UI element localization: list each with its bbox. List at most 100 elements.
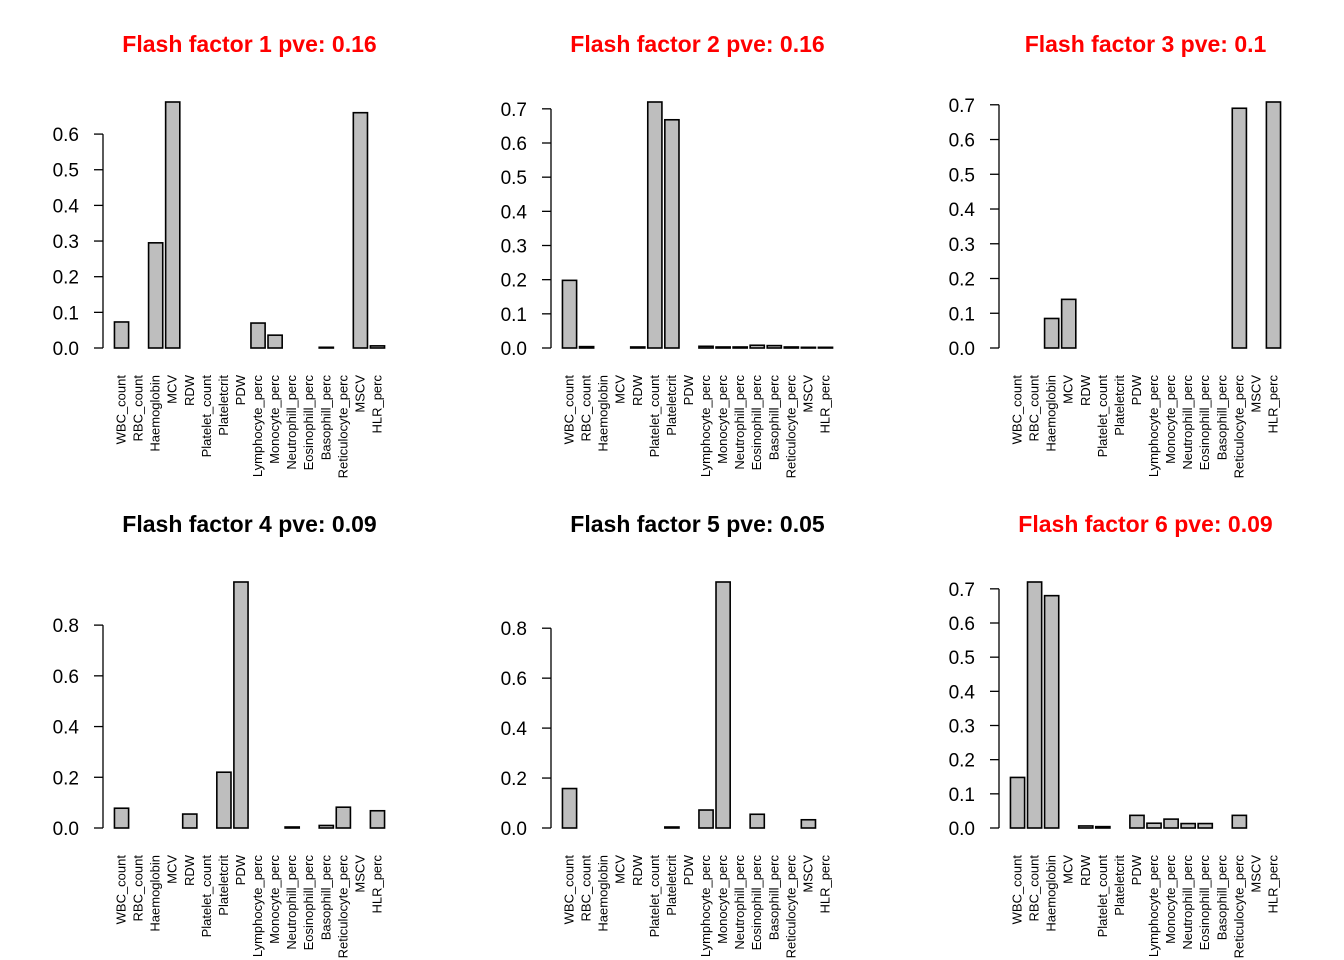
y-tick-label: 0.7 — [501, 100, 527, 121]
x-category-label: Neutrophill_perc — [284, 375, 299, 470]
y-tick-label: 0.6 — [949, 614, 975, 635]
bar — [1146, 822, 1162, 829]
x-category-label: MCV — [613, 375, 628, 404]
bar — [113, 321, 130, 349]
x-category-label: Basophill_perc — [318, 375, 333, 461]
bar — [1265, 101, 1282, 349]
bar — [561, 279, 578, 349]
x-category-label: RDW — [182, 854, 197, 886]
y-tick-label: 0.6 — [501, 669, 527, 690]
x-category-label: MCV — [1061, 375, 1076, 404]
x-category-label: RDW — [1078, 854, 1093, 886]
panel-title: Flash factor 5 pve: 0.05 — [570, 511, 825, 537]
x-category-label: Monocyte_perc — [267, 855, 282, 944]
y-tick-label: 0.2 — [949, 751, 975, 772]
y-tick-label: 0.7 — [949, 580, 975, 601]
y-tick-label: 0.2 — [53, 268, 79, 289]
bar — [352, 111, 369, 349]
y-tick-label: 0.2 — [501, 271, 527, 292]
x-category-label: RDW — [630, 854, 645, 886]
x-category-label: Platelet_count — [647, 855, 662, 938]
x-category-label: Eosinophill_perc — [1197, 375, 1212, 471]
bar-chart-panel-3: Flash factor 3 pve: 0.1 0.0 0.1 0.2 0.3 0.4 0.… — [949, 31, 1282, 479]
bar-chart-panel-6: Flash factor 6 pve: 0.09 0.0 0.1 0.2 0.3 0.4 0… — [949, 511, 1281, 958]
x-category-label: PDW — [1129, 854, 1144, 885]
x-category-label: MSCV — [800, 855, 815, 893]
y-tick-label: 0.4 — [949, 682, 976, 703]
bar-chart-panel-4: Flash factor 4 pve: 0.09 0.0 0.2 0.4 0.6 0.8 W… — [53, 511, 386, 958]
x-category-label: Plateletcrit — [664, 855, 679, 916]
x-category-label: Neutrophill_perc — [732, 375, 747, 470]
x-category-label: PDW — [681, 374, 696, 405]
bar — [335, 806, 352, 829]
x-category-label: Eosinophill_perc — [1197, 855, 1212, 951]
y-tick-label: 0.0 — [53, 339, 79, 360]
x-category-label: Reticulocyte_perc — [783, 855, 798, 959]
x-category-label: Neutrophill_perc — [1180, 375, 1195, 470]
x-category-label: Basophill_perc — [1214, 375, 1229, 461]
x-category-label: Platelet_count — [199, 375, 214, 458]
x-category-label: Haemoglobin — [596, 855, 611, 932]
y-tick-label: 0.6 — [53, 667, 79, 688]
x-category-label: Lymphocyte_perc — [698, 855, 713, 958]
y-tick-label: 0.3 — [53, 232, 79, 253]
bar — [1163, 818, 1179, 829]
x-category-label: MCV — [165, 375, 180, 404]
y-tick-label: 0.2 — [53, 768, 79, 789]
x-category-label: Monocyte_perc — [1163, 855, 1178, 944]
panel-title: Flash factor 3 pve: 0.1 — [1025, 31, 1267, 57]
x-category-label: MSCV — [352, 855, 367, 893]
x-category-label: Platelet_count — [1095, 855, 1110, 938]
x-category-label: Plateletcrit — [1112, 855, 1127, 916]
y-tick-label: 0.8 — [53, 616, 79, 637]
bar — [1129, 814, 1145, 829]
x-category-label: Haemoglobin — [1044, 855, 1059, 932]
x-category-label: WBC_count — [562, 855, 577, 925]
bar — [1077, 825, 1094, 829]
bar — [715, 346, 731, 349]
y-tick-label: 0.5 — [53, 161, 79, 182]
x-category-label: Basophill_perc — [766, 375, 781, 461]
x-category-label: Lymphocyte_perc — [1146, 855, 1161, 958]
bar — [284, 826, 301, 829]
x-category-label: Eosinophill_perc — [749, 855, 764, 951]
y-tick-label: 0.3 — [949, 717, 975, 738]
bar — [1026, 581, 1043, 829]
bar — [181, 813, 198, 829]
y-tick-label: 0.5 — [949, 648, 975, 669]
x-category-label: Platelet_count — [647, 375, 662, 458]
panel-title: Flash factor 1 pve: 0.16 — [122, 31, 376, 57]
x-category-label: MCV — [1061, 855, 1076, 884]
x-category-label: Haemoglobin — [148, 375, 163, 452]
x-category-label: RDW — [630, 374, 645, 406]
x-category-label: Lymphocyte_perc — [250, 855, 265, 958]
x-category-label: WBC_count — [562, 375, 577, 445]
bar — [664, 118, 680, 349]
x-category-label: Haemoglobin — [148, 855, 163, 932]
x-category-label: Reticulocyte_perc — [335, 375, 350, 479]
bar — [369, 345, 386, 349]
x-category-label: RDW — [1078, 374, 1093, 406]
y-tick-label: 0.6 — [501, 134, 527, 155]
x-category-label: MSCV — [1248, 855, 1263, 893]
x-category-label: PDW — [681, 854, 696, 885]
x-category-label: Eosinophill_perc — [749, 375, 764, 471]
y-tick-label: 0.4 — [53, 718, 80, 739]
x-category-label: RBC_count — [131, 375, 146, 442]
x-category-label: Monocyte_perc — [715, 375, 730, 464]
x-category-label: HLR_perc — [817, 855, 832, 914]
bar — [749, 813, 766, 829]
y-tick-label: 0.1 — [949, 785, 975, 806]
x-category-label: Haemoglobin — [1044, 375, 1059, 452]
x-category-label: Reticulocyte_perc — [1231, 375, 1246, 479]
x-category-label: Neutrophill_perc — [732, 855, 747, 950]
y-tick-label: 0.3 — [949, 235, 975, 256]
bar — [715, 581, 731, 829]
x-category-label: MSCV — [352, 375, 367, 413]
bar — [749, 344, 766, 349]
bar — [800, 818, 817, 829]
y-tick-label: 0.2 — [949, 270, 975, 291]
bar — [561, 787, 578, 829]
x-category-label: MSCV — [1248, 375, 1263, 413]
